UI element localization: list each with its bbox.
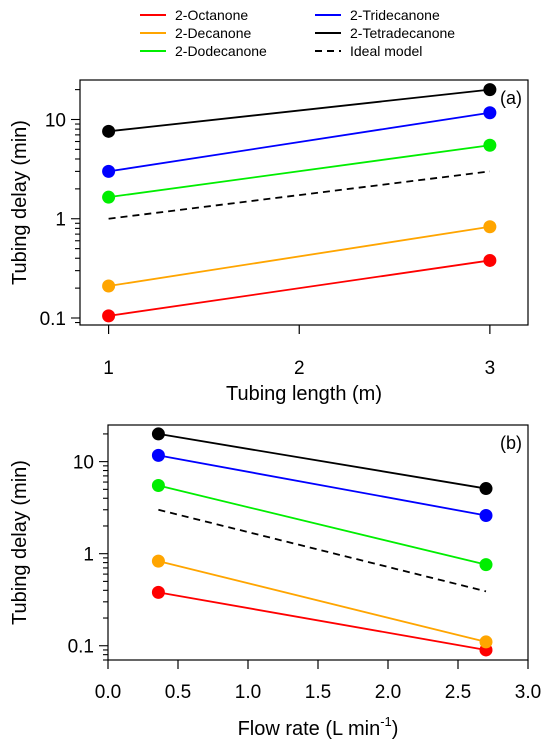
panel-a-series-line-2-dodecanone [108, 144, 490, 199]
panel-b-x-tick-label: 2.0 [375, 682, 401, 703]
legend-label-2-tetradecanone: 2-Tetradecanone [350, 25, 455, 41]
panel-a-plot-frame [79, 79, 529, 326]
panel-a-point-2-decanone [483, 220, 497, 234]
panel-a-series-line-ideal-model [108, 170, 490, 220]
panel-b-point-2-tetradecanone [151, 427, 165, 441]
panel-b-point-2-dodecanone [479, 558, 493, 572]
legend-label-2-dodecanone: 2-Dodecanone [175, 43, 267, 59]
panel-a-x-axis-title: Tubing length (m) [226, 383, 382, 405]
legend: 2-Octanone 2-Tridecanone 2-Decanone 2-Tetra… [140, 7, 455, 59]
panel-a-point-2-tridecanone [102, 164, 116, 178]
panel-b-series-line-2-dodecanone [158, 484, 487, 566]
panel-b-y-tick-label: 0.1 [68, 637, 94, 658]
panel-b-y-tick-label: 1 [83, 545, 94, 566]
panel-a-point-2-tetradecanone [483, 83, 497, 97]
panel-b-point-2-dodecanone [151, 479, 165, 493]
panel-b-series-line-2-octanone [158, 591, 487, 651]
panel-a-point-2-dodecanone [483, 138, 497, 152]
panel-b-series-line-2-tridecanone [158, 454, 487, 517]
panel-a-y-axis-title: Tubing delay (min) [9, 120, 31, 285]
panel-a-point-2-tetradecanone [102, 124, 116, 138]
panel-a-point-2-decanone [102, 279, 116, 293]
panel-a-x-tick-label: 2 [294, 358, 305, 379]
panel-b-x-tick-label: 2.5 [445, 682, 471, 703]
panel-a-series-line-2-tetradecanone [108, 88, 490, 133]
panel-a-y-tick-label: 10 [45, 110, 66, 131]
panel-b-point-2-tridecanone [479, 508, 493, 522]
panel-b-point-2-octanone [151, 585, 165, 599]
panel-a-point-2-tridecanone [483, 106, 497, 120]
panel-a-x-tick-label: 1 [103, 358, 114, 379]
panel-b-x-tick-label: 1.5 [305, 682, 331, 703]
panel-a-series-line-2-octanone [108, 259, 491, 317]
panel-a-point-2-dodecanone [102, 190, 116, 204]
legend-label-ideal-model: Ideal model [350, 43, 422, 59]
panel-a-series-line-2-decanone [108, 225, 491, 287]
panel-b-y-axis-title: Tubing delay (min) [9, 460, 31, 625]
legend-label-2-tridecanone: 2-Tridecanone [350, 7, 440, 23]
panel-b-series-line-ideal-model [158, 508, 487, 593]
panel-b-label: (b) [500, 433, 522, 453]
panel-b-x-axis-title: Flow rate (L min-1) [238, 714, 399, 740]
panel-b: 0.0 0.5 1.0 1.5 2.0 2.5 3.0 0.1 1 10 Flow rate (L … [9, 424, 541, 740]
panel-a-point-2-octanone [102, 309, 116, 323]
legend-label-2-decanone: 2-Decanone [175, 25, 251, 41]
panel-b-series-line-2-decanone [158, 560, 487, 643]
panel-a-point-2-octanone [483, 253, 497, 267]
panel-b-series-line-2-tetradecanone [158, 433, 487, 490]
panel-a-y-tick-label: 1 [55, 210, 66, 231]
legend-label-2-octanone: 2-Octanone [175, 7, 248, 23]
panel-b-point-2-tridecanone [151, 448, 165, 462]
panel-b-y-tick-label: 10 [73, 453, 94, 474]
panel-b-point-2-tetradecanone [479, 482, 493, 496]
panel-b-x-tick-label: 1.0 [235, 682, 261, 703]
panel-b-x-tick-label: 0.5 [165, 682, 191, 703]
panel-a-series-line-2-tridecanone [108, 111, 491, 173]
panel-b-x-tick-label: 3.0 [515, 682, 541, 703]
panel-b-point-2-decanone [151, 554, 165, 568]
panel-b-x-tick-label: 0.0 [95, 682, 121, 703]
panel-a-y-tick-label: 0.1 [40, 309, 66, 330]
panel-a-x-tick-label: 3 [485, 358, 496, 379]
panel-a-label: (a) [500, 88, 522, 108]
panel-a: 1 2 3 0.1 1 10 Tubing length (m) Tubing delay (… [9, 79, 529, 405]
panel-b-point-2-decanone [479, 635, 493, 649]
